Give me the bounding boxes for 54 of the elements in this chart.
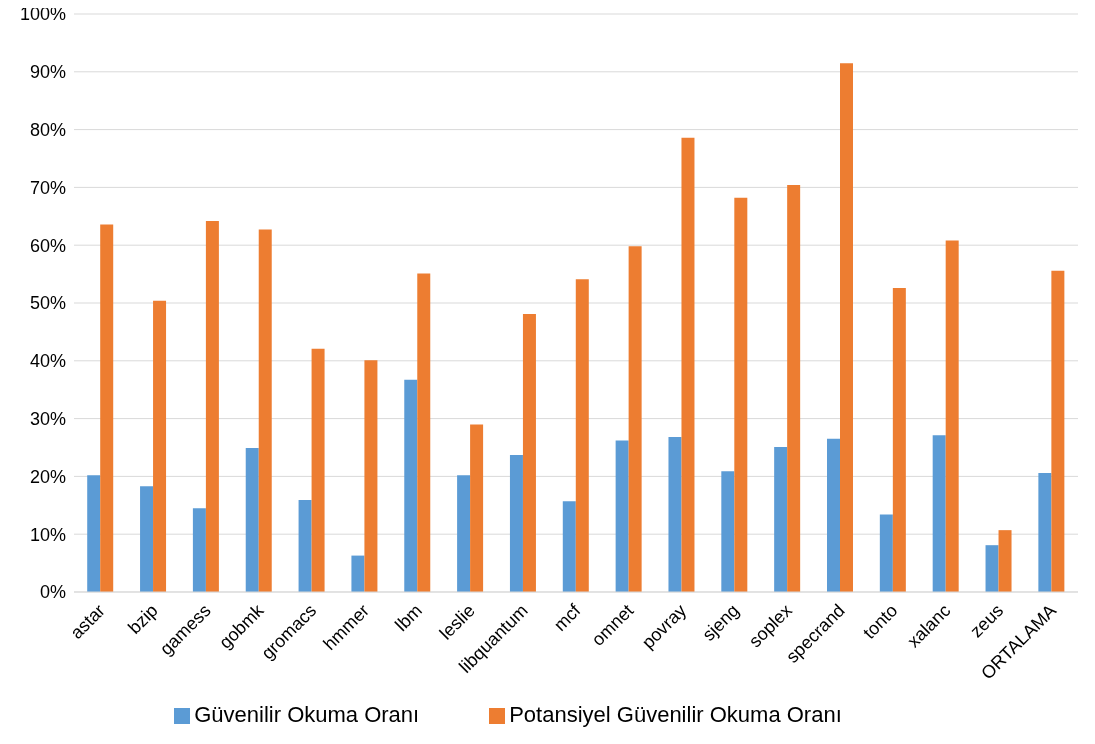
bar <box>734 197 748 592</box>
bar <box>827 438 840 592</box>
y-tick-label: 40% <box>29 351 66 372</box>
bar <box>932 435 946 592</box>
bar <box>404 379 418 592</box>
bar <box>615 440 629 592</box>
bar <box>1051 270 1065 592</box>
bar <box>575 279 589 592</box>
bar <box>192 508 206 592</box>
bar <box>245 448 259 592</box>
bar <box>470 424 484 592</box>
x-tick-label: bzip <box>124 600 162 638</box>
bar <box>298 500 312 592</box>
y-tick-label: 10% <box>29 524 66 545</box>
y-tick-label: 0% <box>39 582 66 603</box>
bar <box>417 273 431 592</box>
y-tick-label: 30% <box>29 408 66 429</box>
bar <box>774 446 788 592</box>
y-tick-label: 100% <box>19 4 66 25</box>
bar <box>100 224 114 592</box>
bar <box>945 240 959 592</box>
x-tick-label: mcf <box>549 599 586 635</box>
bar <box>457 475 471 592</box>
bar <box>840 63 853 592</box>
y-tick-label: 80% <box>29 119 66 140</box>
bar <box>562 501 576 592</box>
bar <box>140 486 154 592</box>
bar <box>87 475 101 592</box>
bar <box>668 437 682 592</box>
bar <box>787 185 801 592</box>
bar <box>351 555 365 592</box>
y-tick-label: 90% <box>29 62 66 83</box>
bar <box>522 313 536 592</box>
bar <box>892 287 906 592</box>
legend-label: Potansiyel Güvenilir Okuma Oranı <box>509 702 842 727</box>
bar <box>1038 472 1052 592</box>
bar <box>311 348 325 592</box>
y-tick-label: 50% <box>29 293 66 314</box>
bar <box>681 137 695 592</box>
bar <box>879 514 893 592</box>
bar <box>153 300 167 592</box>
bar <box>364 360 378 592</box>
bar <box>985 545 999 592</box>
legend-label: Güvenilir Okuma Oranı <box>194 702 420 727</box>
bar <box>205 220 219 592</box>
bar <box>998 530 1012 592</box>
y-tick-label: 20% <box>29 466 66 487</box>
bar <box>509 455 523 592</box>
bar <box>628 246 642 592</box>
bar <box>721 471 735 592</box>
x-tick-label: lbm <box>391 600 426 635</box>
y-tick-label: 60% <box>29 235 66 256</box>
y-tick-label: 70% <box>29 177 66 198</box>
bar <box>258 229 272 592</box>
